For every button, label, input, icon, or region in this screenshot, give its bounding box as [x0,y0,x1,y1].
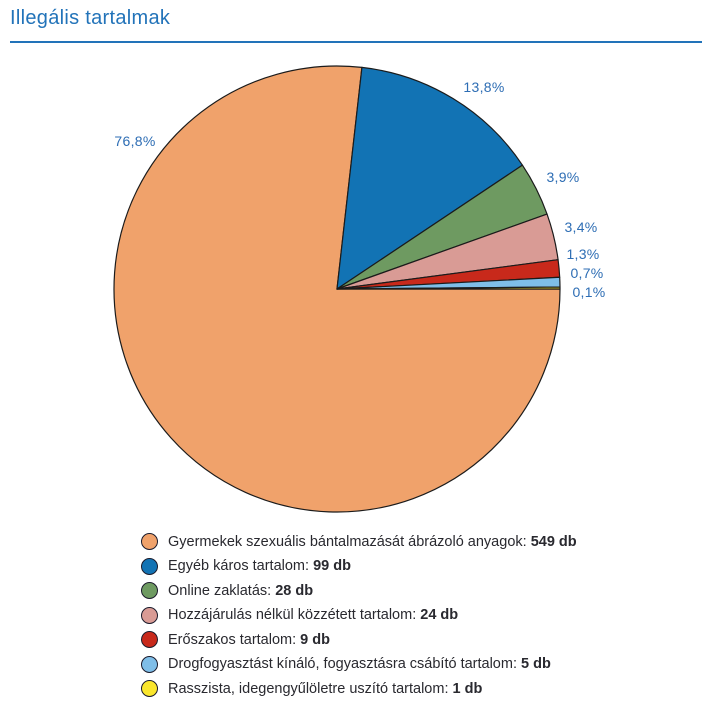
pie-percent-label-1: 13,8% [463,79,505,95]
legend-text: Erőszakos tartalom: 9 db [168,632,330,648]
legend-label: Drogfogyasztást kínáló, fogyasztásra csá… [168,656,517,672]
legend-label: Erőszakos tartalom: [168,631,297,648]
legend-text: Rasszista, idegengyűlöletre uszító tarta… [168,681,482,697]
pie-percent-label-0: 76,8% [114,133,156,149]
legend-item-2: Online zaklatás: 28 db [141,582,577,599]
legend-swatch [141,557,158,575]
legend: Gyermekek szexuális bántalmazását ábrázo… [141,533,577,697]
legend-value: 28 db [275,582,314,599]
legend-label: Online zaklatás: [168,582,272,599]
legend-text: Online zaklatás: 28 db [168,583,313,599]
legend-value: 549 db [530,533,577,550]
legend-item-6: Rasszista, idegengyűlöletre uszító tarta… [141,680,577,697]
legend-text: Drogfogyasztást kínáló, fogyasztásra csá… [168,656,551,672]
legend-swatch [141,582,158,599]
page-title: Illegális tartalmak [10,7,171,29]
legend-label: Egyéb káros tartalom: [168,558,310,574]
legend-text: Gyermekek szexuális bántalmazását ábrázo… [168,534,577,550]
legend-swatch [141,631,158,648]
pie-percent-label-2: 3,9% [546,169,580,185]
legend-swatch [141,655,158,673]
legend-item-0: Gyermekek szexuális bántalmazását ábrázo… [141,533,577,550]
pie-percent-label-3: 3,4% [564,219,598,235]
title-underline [10,41,702,43]
legend-label: Rasszista, idegengyűlöletre uszító tarta… [168,680,449,697]
legend-value: 24 db [420,607,459,623]
legend-swatch [141,533,158,550]
legend-value: 9 db [300,631,330,648]
legend-swatch [141,606,158,624]
legend-item-5: Drogfogyasztást kínáló, fogyasztásra csá… [141,655,577,673]
pie-slice-6 [336,286,561,290]
pie-slice-0 [113,65,561,513]
pie-percent-label-4: 1,3% [566,246,600,262]
legend-text: Hozzájárulás nélkül közzétett tartalom: … [168,607,458,623]
legend-item-3: Hozzájárulás nélkül közzétett tartalom: … [141,606,577,624]
pie-percent-label-5: 0,7% [570,265,604,281]
legend-item-1: Egyéb káros tartalom: 99 db [141,557,577,575]
legend-label: Gyermekek szexuális bántalmazását ábrázo… [168,533,527,550]
legend-text: Egyéb káros tartalom: 99 db [168,558,351,574]
legend-item-4: Erőszakos tartalom: 9 db [141,631,577,648]
legend-swatch [141,680,158,697]
legend-value: 5 db [521,656,551,672]
legend-value: 99 db [313,558,351,574]
legend-label: Hozzájárulás nélkül közzétett tartalom: [168,607,417,623]
pie-slice-1 [336,66,524,290]
legend-value: 1 db [452,680,483,697]
pie-percent-label-6: 0,1% [572,284,606,300]
